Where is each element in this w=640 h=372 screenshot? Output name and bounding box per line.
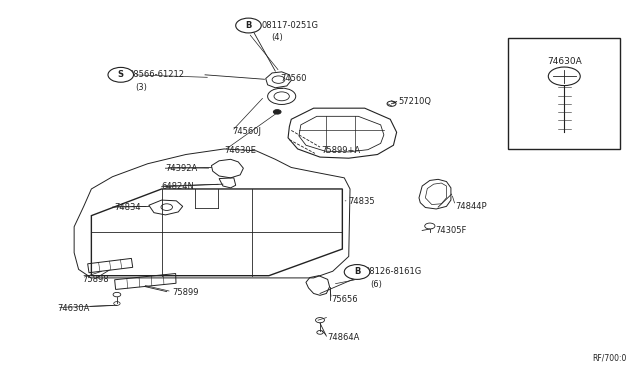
Text: 74560J: 74560J <box>232 126 261 136</box>
Text: 74630A: 74630A <box>57 304 89 313</box>
Text: 75656: 75656 <box>332 295 358 304</box>
Text: B: B <box>354 267 360 276</box>
Text: 08566-61212: 08566-61212 <box>129 70 184 79</box>
Text: 75898: 75898 <box>82 275 108 284</box>
Text: S: S <box>118 70 124 79</box>
Circle shape <box>344 264 370 279</box>
Text: 75899: 75899 <box>172 288 198 297</box>
Text: (6): (6) <box>370 280 381 289</box>
Circle shape <box>108 67 134 82</box>
Text: 74392A: 74392A <box>166 164 198 173</box>
Text: RF/700:0: RF/700:0 <box>592 353 627 362</box>
Circle shape <box>273 110 281 114</box>
Text: 75899+A: 75899+A <box>321 146 360 155</box>
Text: 74835: 74835 <box>349 197 376 206</box>
Text: 74834: 74834 <box>115 203 141 212</box>
Text: B: B <box>245 21 252 30</box>
Text: 74305F: 74305F <box>435 226 467 235</box>
Text: 08126-8161G: 08126-8161G <box>365 267 422 276</box>
Text: 57210Q: 57210Q <box>398 97 431 106</box>
Circle shape <box>236 18 261 33</box>
Text: 74630E: 74630E <box>224 146 256 155</box>
Text: 74560: 74560 <box>280 74 307 83</box>
Text: (3): (3) <box>135 83 147 92</box>
Text: 74864A: 74864A <box>328 333 360 343</box>
Text: 74630A: 74630A <box>547 57 582 66</box>
FancyBboxPatch shape <box>508 38 620 149</box>
Text: 74844P: 74844P <box>456 202 487 211</box>
Text: (4): (4) <box>271 33 283 42</box>
Text: 08117-0251G: 08117-0251G <box>261 21 318 30</box>
Text: 64824N: 64824N <box>162 182 195 191</box>
